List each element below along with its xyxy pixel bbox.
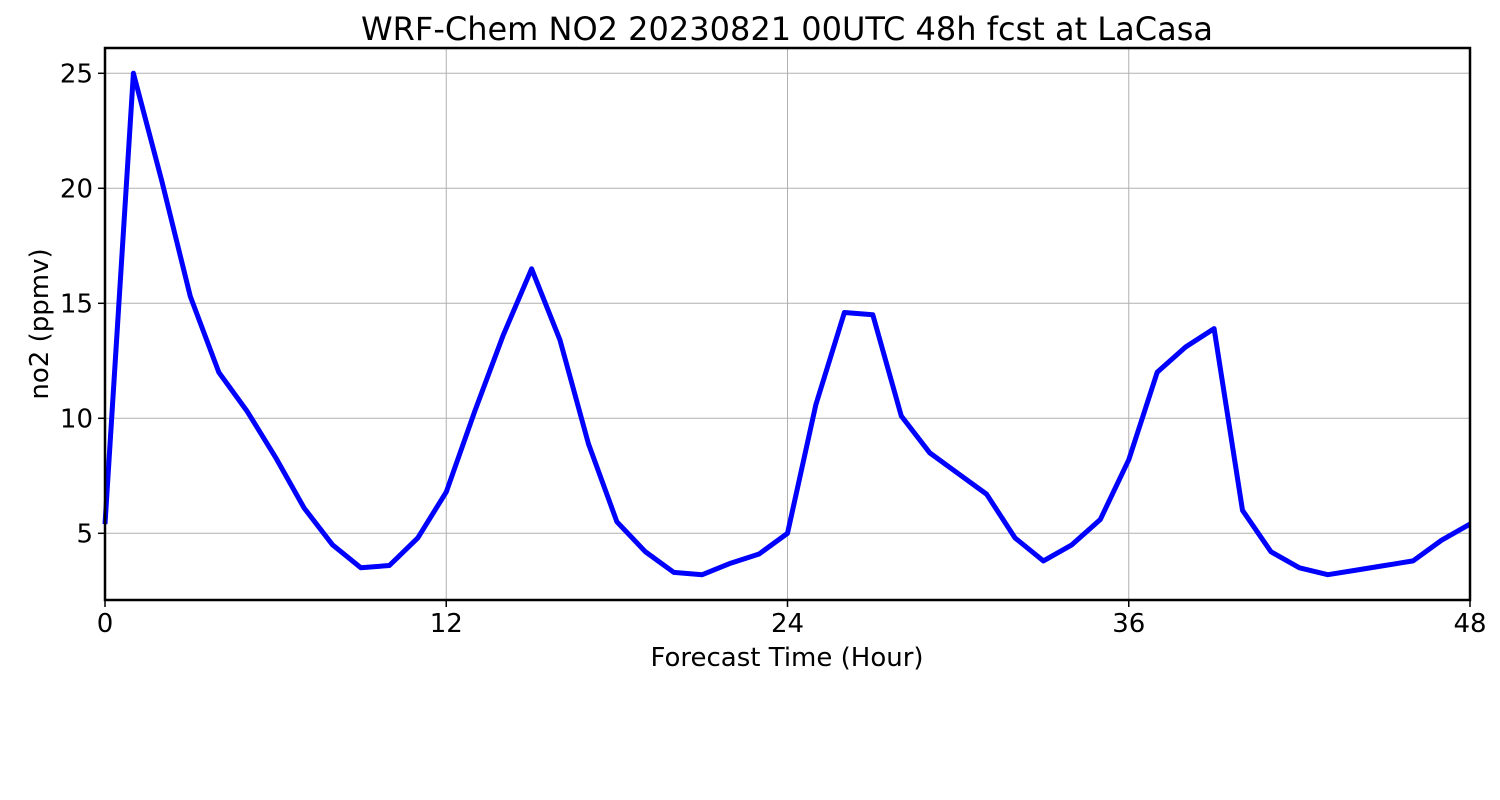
no2-series-line (102, 70, 1472, 578)
y-tick-label: 20 (60, 174, 93, 204)
y-tick-label: 15 (60, 289, 93, 319)
x-tick-label: 48 (1453, 609, 1486, 639)
x-tick-label: 0 (97, 609, 114, 639)
x-axis-ticks: 0 12 24 36 48 (97, 600, 1487, 639)
y-tick-label: 5 (76, 519, 93, 549)
x-axis-label: Forecast Time (Hour) (650, 643, 923, 673)
y-tick-label: 25 (60, 59, 93, 89)
x-tick-label: 36 (1112, 609, 1145, 639)
y-axis-label: no2 (ppmv) (25, 248, 55, 399)
series-layer (102, 70, 1472, 578)
x-tick-label: 24 (771, 609, 804, 639)
y-tick-label: 10 (60, 404, 93, 434)
chart-title: WRF-Chem NO2 20230821 00UTC 48h fcst at … (361, 10, 1213, 48)
y-axis-ticks: 5 10 15 20 25 (60, 59, 105, 549)
x-tick-label: 12 (430, 609, 463, 639)
